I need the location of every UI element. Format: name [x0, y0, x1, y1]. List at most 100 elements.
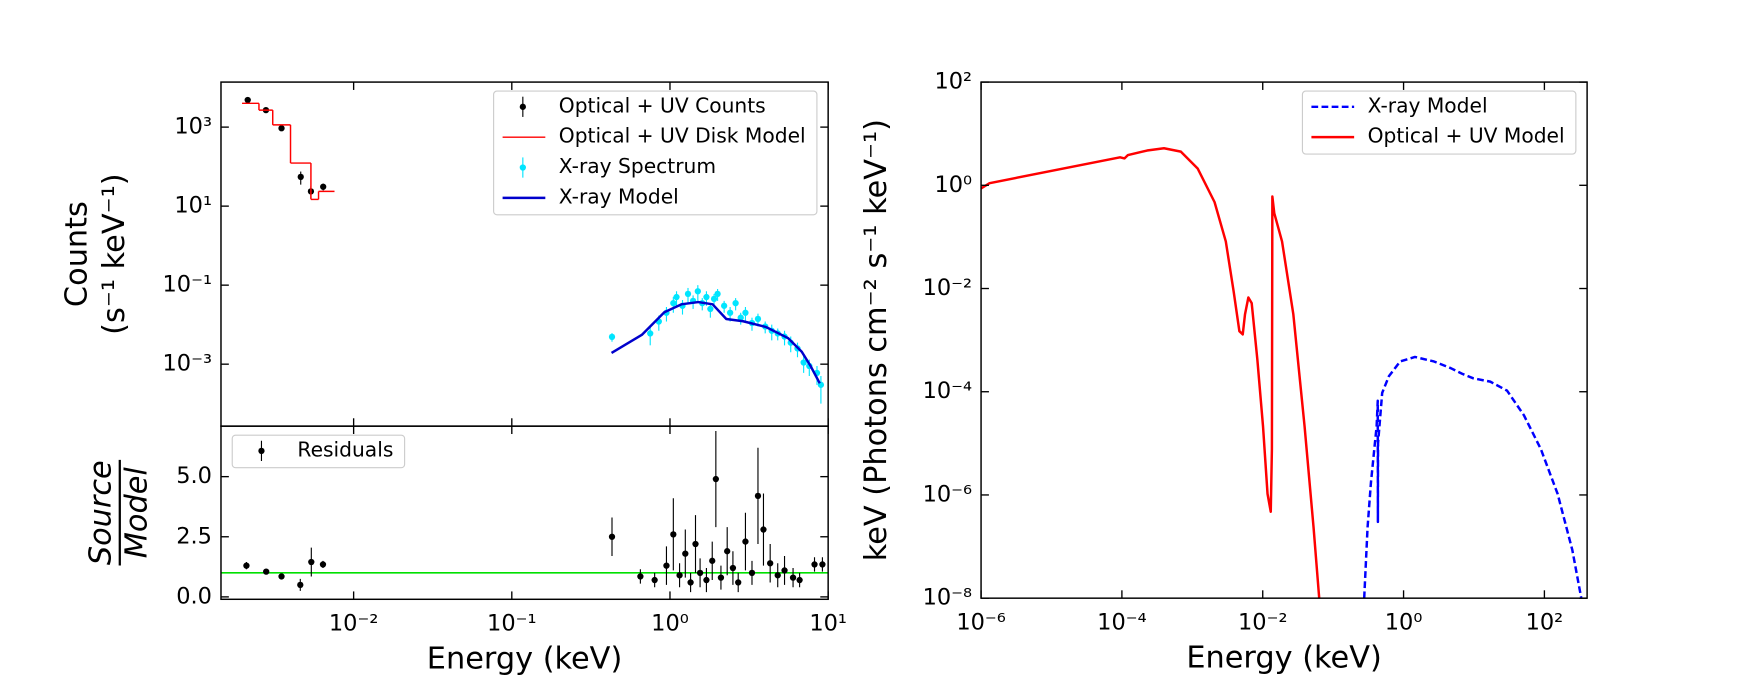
- data-line: [1362, 355, 1583, 599]
- data-point: [707, 305, 714, 313]
- data-point: [754, 492, 762, 500]
- data-point: [676, 572, 683, 579]
- data-point: [696, 569, 704, 576]
- y-tick-label: 10⁻⁶: [923, 481, 972, 507]
- legend-swatch: [519, 164, 526, 171]
- data-point: [670, 300, 677, 307]
- legend-label: Optical + UV Disk Model: [559, 124, 806, 148]
- axes-frame: [220, 425, 829, 601]
- x-tick-label: 10⁻⁶: [956, 609, 1005, 635]
- y-tick-label: 10³: [174, 114, 212, 140]
- data-point: [754, 315, 762, 323]
- data-point: [320, 183, 327, 190]
- legend-box: [231, 434, 406, 469]
- data-point: [637, 573, 644, 580]
- data-point: [789, 574, 797, 581]
- y-tick-label: 10²: [934, 69, 972, 95]
- y-tick-label: 0.0: [176, 583, 212, 609]
- legend-swatch: [258, 447, 265, 455]
- legend-label: X-ray Spectrum: [559, 154, 716, 178]
- legend: Optical + UV Counts Optical + UV Disk Mod…: [493, 90, 818, 216]
- y-tick-label: 10⁻¹: [163, 272, 212, 298]
- data-point: [673, 293, 680, 301]
- x-tick-label: 10¹: [809, 611, 847, 637]
- x-tick-label: 10⁻⁴: [1097, 609, 1146, 635]
- x-tick-label: 10⁻¹: [487, 611, 536, 637]
- data-point: [760, 526, 767, 533]
- data-point: [767, 560, 774, 567]
- x-axis-label: Energy (keV): [1186, 640, 1381, 675]
- y-axis-label: keV (Photons cm⁻² s⁻¹ keV⁻¹): [859, 119, 894, 561]
- data-point: [709, 557, 716, 564]
- data-point: [796, 576, 803, 584]
- y-tick-label: 10¹: [174, 193, 212, 219]
- data-point: [717, 574, 725, 581]
- data-point: [742, 538, 749, 545]
- data-line: [981, 147, 1321, 599]
- data-point: [710, 295, 718, 302]
- x-tick-label: 10⁻²: [329, 611, 378, 637]
- data-point: [244, 96, 251, 104]
- data-point: [319, 561, 327, 568]
- y-tick-label: 10⁻⁸: [923, 585, 972, 611]
- data-point: [308, 558, 315, 566]
- legend-box: [493, 90, 818, 216]
- data-point: [724, 548, 731, 555]
- legend: Residuals: [231, 434, 406, 469]
- legend-label: Optical + UV Model: [1368, 124, 1565, 148]
- data-point: [742, 309, 749, 316]
- data-point: [732, 300, 739, 307]
- data-point: [297, 581, 304, 589]
- data-point: [670, 531, 677, 538]
- legend-box: [1301, 90, 1577, 155]
- legend-label: X-ray Model: [1368, 93, 1488, 117]
- axes-frame: [980, 81, 1588, 599]
- legend-label: Optical + UV Counts: [559, 93, 766, 117]
- data-point: [263, 568, 270, 575]
- y-tick-label: 2.5: [176, 523, 212, 549]
- y-tick-label: 10⁰: [934, 172, 972, 198]
- data-point: [720, 302, 728, 309]
- x-tick-label: 10⁻²: [1238, 609, 1287, 635]
- x-tick-label: 10⁰: [651, 611, 689, 637]
- data-point: [243, 562, 250, 569]
- x-tick-label: 10²: [1526, 609, 1564, 635]
- data-point: [712, 475, 720, 483]
- legend-swatch: [519, 103, 526, 110]
- data-point: [694, 288, 701, 295]
- plot-area: [242, 96, 825, 404]
- x-tick-label: 10⁰: [1385, 609, 1423, 635]
- data-point: [663, 562, 670, 569]
- data-point: [682, 550, 689, 557]
- y-tick-label: 10⁻⁴: [923, 378, 972, 404]
- data-point: [608, 333, 616, 341]
- legend-label: Residuals: [297, 437, 393, 461]
- data-line: [610, 300, 821, 384]
- data-point: [684, 290, 692, 298]
- legend-label: X-ray Model: [559, 184, 679, 208]
- data-point: [729, 564, 737, 572]
- data-point: [278, 573, 285, 580]
- data-point: [703, 293, 710, 301]
- data-point: [297, 173, 304, 181]
- data-point: [819, 561, 826, 568]
- plot-area: [981, 147, 1583, 599]
- data-point: [703, 576, 710, 584]
- data-point: [278, 125, 285, 132]
- y-tick-label: 10⁻²: [923, 275, 972, 301]
- data-point: [647, 330, 654, 337]
- data-point: [726, 309, 734, 316]
- data-point: [651, 576, 658, 584]
- y-label-denominator: Model: [119, 467, 154, 559]
- data-point: [735, 579, 742, 586]
- y-label-numerator: Source: [83, 460, 118, 565]
- data-point: [737, 314, 744, 321]
- data-point: [811, 561, 818, 568]
- legend: X-ray Model Optical + UV Model: [1301, 90, 1577, 155]
- y-tick-label: 10⁻³: [163, 351, 212, 377]
- y-tick-label: 5.0: [176, 463, 212, 489]
- data-point: [774, 572, 781, 579]
- y-axis-label: (s⁻¹ keV⁻¹): [97, 173, 132, 334]
